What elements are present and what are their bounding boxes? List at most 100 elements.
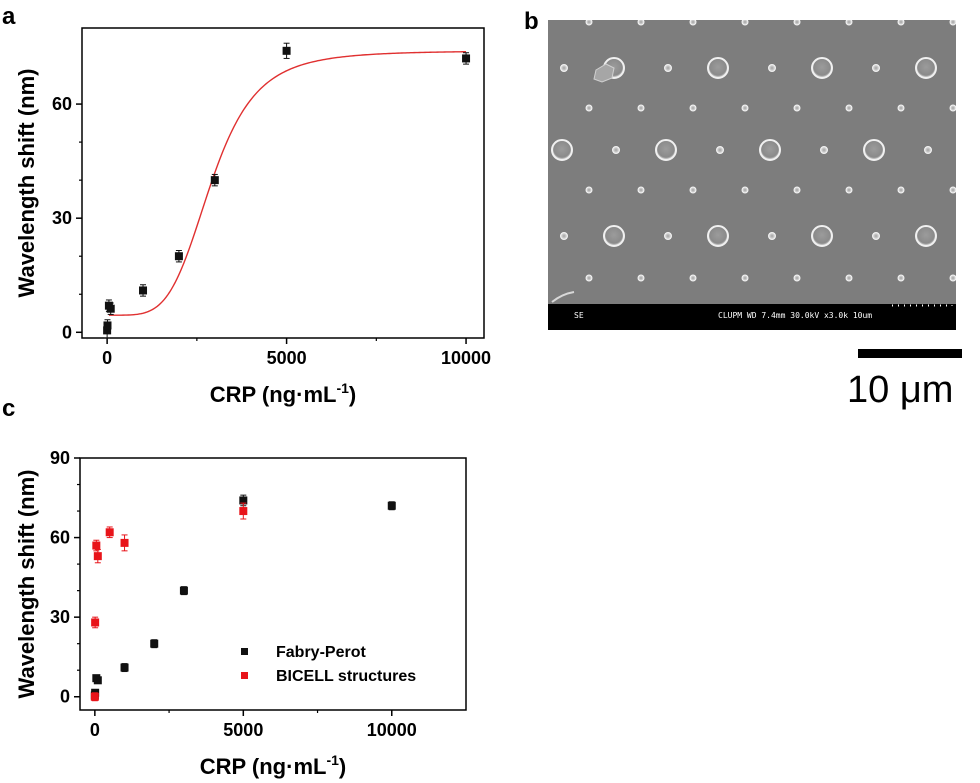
sem-small-hole <box>689 104 697 112</box>
chart-a-ytick-label: 60 <box>52 94 72 114</box>
sem-small-hole <box>741 274 749 282</box>
chart-a-xtick-label: 0 <box>102 348 112 368</box>
sem-large-hole <box>603 225 625 247</box>
chart-a-xlabel: CRP (ng·mL-1) <box>210 380 356 407</box>
sem-large-hole <box>962 140 980 160</box>
chart-c-xtick-label: 0 <box>90 720 100 740</box>
sem-info-scale-dots <box>891 304 953 307</box>
chart-c-point-series-1 <box>239 507 248 516</box>
sem-small-hole <box>664 232 672 240</box>
sem-small-hole <box>637 186 645 194</box>
sem-small-hole <box>560 232 568 240</box>
sem-small-hole <box>793 274 801 282</box>
chart-c-point-series-0 <box>120 663 129 672</box>
sem-small-hole <box>637 104 645 112</box>
scale-bar-label: 10 μm <box>847 369 953 411</box>
sem-small-hole <box>689 186 697 194</box>
sem-info-right: CLUPM WD 7.4mm 30.0kV x3.0k 10um <box>718 311 872 320</box>
sem-small-hole <box>637 20 645 26</box>
sem-large-hole <box>655 139 677 161</box>
chart-c-legend-label: Fabry-Perot <box>276 644 366 661</box>
chart-c-xlabel: CRP (ng·mL-1) <box>200 752 346 779</box>
sem-small-hole <box>585 20 593 26</box>
chart-a-xlabel-main: CRP (ng·mL <box>210 382 337 407</box>
sem-small-hole <box>897 104 905 112</box>
chart-a-ylabel: Wavelength shift (nm) <box>14 69 39 298</box>
sem-large-hole <box>863 139 885 161</box>
chart-c-ytick-label: 30 <box>50 607 70 627</box>
sem-small-hole <box>793 20 801 26</box>
sem-small-hole <box>872 64 880 72</box>
sem-large-hole <box>915 225 937 247</box>
chart-c-point-series-1 <box>92 541 101 550</box>
sem-large-hole <box>707 57 729 79</box>
chart-a-point-series-0 <box>174 252 183 261</box>
sem-small-hole <box>664 64 672 72</box>
sem-small-hole <box>560 64 568 72</box>
chart-a-xtick-label: 5000 <box>267 348 307 368</box>
sem-small-hole <box>768 64 776 72</box>
chart-a-xlabel-sup: -1 <box>336 380 349 396</box>
chart-a-point-series-0 <box>139 286 148 295</box>
chart-c-legend-marker <box>241 648 248 655</box>
chart-c-ytick-label: 90 <box>50 448 70 468</box>
chart-c-xlabel-sup: -1 <box>326 752 339 768</box>
sem-small-hole <box>845 186 853 194</box>
sem-small-hole <box>897 274 905 282</box>
sem-small-hole <box>637 274 645 282</box>
sem-small-hole <box>741 104 749 112</box>
sem-small-hole <box>897 20 905 26</box>
sem-small-hole <box>820 146 828 154</box>
chart-c-ylabel: Wavelength shift (nm) <box>14 470 39 699</box>
sem-large-hole <box>915 57 937 79</box>
chart-c-xtick-label: 5000 <box>223 720 263 740</box>
chart-c-point-series-1 <box>105 528 114 537</box>
chart-c-xlabel-main: CRP (ng·mL <box>200 754 327 779</box>
chart-c-ytick-label: 0 <box>60 687 70 707</box>
sem-small-hole <box>741 20 749 26</box>
chart-a-xlabel-end: ) <box>349 382 356 407</box>
chart-c-frame <box>79 457 467 711</box>
chart-c-point-series-0 <box>387 501 396 510</box>
chart-c-xtick-label: 10000 <box>367 720 417 740</box>
sem-large-hole <box>759 139 781 161</box>
sem-small-hole <box>872 232 880 240</box>
sem-artifact <box>551 291 575 303</box>
chart-a-point-series-0 <box>106 304 115 313</box>
chart-c-legend-label: BICELL structures <box>276 668 416 685</box>
chart-c-point-series-0 <box>93 676 102 685</box>
sem-small-hole <box>949 274 956 282</box>
scale-bar <box>858 349 962 358</box>
sem-small-hole <box>585 274 593 282</box>
sem-small-hole <box>768 232 776 240</box>
chart-c-point-series-1 <box>90 692 99 701</box>
chart-a-fit-curve <box>108 51 467 316</box>
chart-c-legend-marker <box>241 672 248 679</box>
sem-small-hole <box>897 186 905 194</box>
sem-large-hole <box>551 139 573 161</box>
sem-small-hole <box>845 20 853 26</box>
sem-small-hole <box>689 274 697 282</box>
panel-letter-b: b <box>524 8 539 35</box>
sem-hole-array <box>551 20 980 282</box>
chart-c-point-series-1 <box>91 618 100 627</box>
chart-c-point-series-0 <box>150 639 159 648</box>
chart-c-point-series-0 <box>179 586 188 595</box>
sem-debris <box>593 63 615 83</box>
chart-c-xlabel-end: ) <box>339 754 346 779</box>
sem-large-hole <box>811 225 833 247</box>
sem-info-bar <box>548 304 956 330</box>
chart-panel-a: 0 5000 10000 0 30 60 CRP (ng·mL-1) Wavelength s… <box>14 27 491 407</box>
sem-small-hole <box>949 186 956 194</box>
sem-micrograph: SE CLUPM WD 7.4mm 30.0kV x3.0k 10um 10 μ… <box>548 20 980 411</box>
chart-a-point-series-0 <box>210 176 219 185</box>
chart-a-point-series-0 <box>462 54 471 63</box>
chart-a-point-series-0 <box>103 321 112 330</box>
chart-c-ytick-label: 60 <box>50 528 70 548</box>
sem-small-hole <box>585 186 593 194</box>
chart-c-point-series-1 <box>120 538 129 547</box>
chart-a-point-series-0 <box>282 46 291 55</box>
sem-small-hole <box>845 104 853 112</box>
sem-large-hole <box>811 57 833 79</box>
